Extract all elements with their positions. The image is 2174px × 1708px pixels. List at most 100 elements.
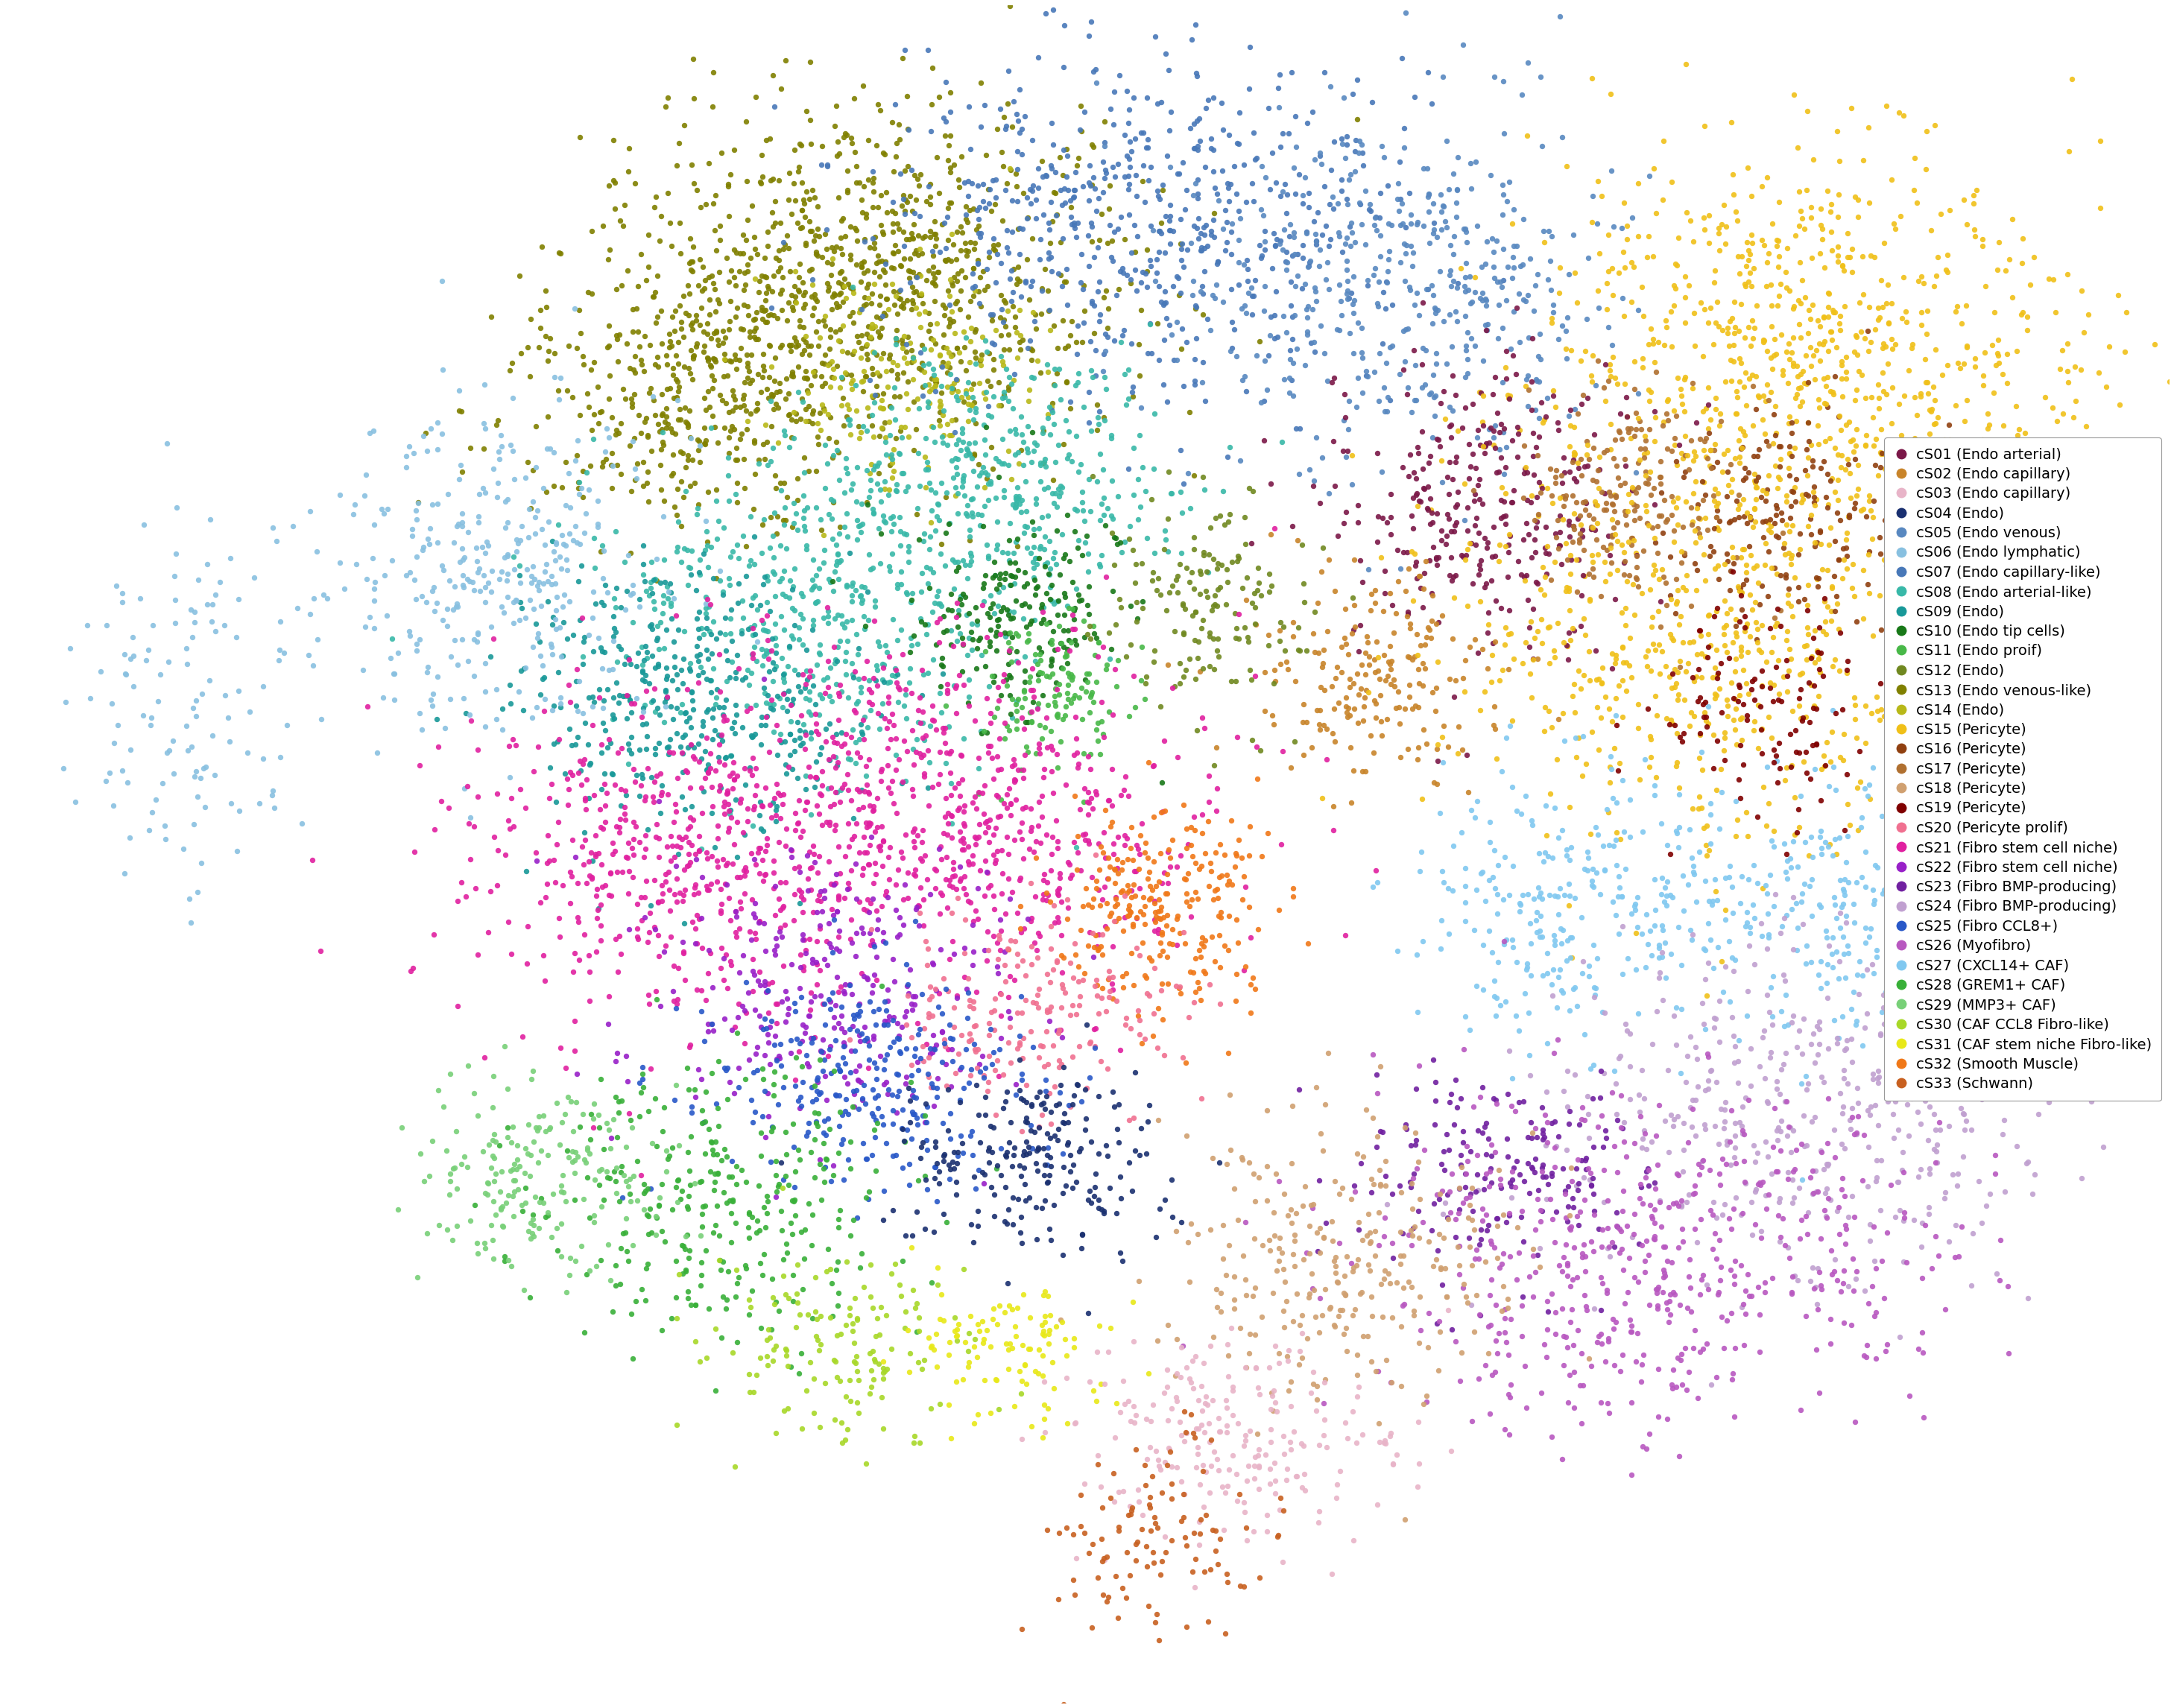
Point — [1130, 979, 1165, 1006]
Point — [1130, 133, 1165, 161]
Point — [1322, 1301, 1357, 1329]
Point — [1189, 212, 1224, 239]
Point — [1726, 1120, 1761, 1148]
Point — [1646, 637, 1681, 664]
Point — [1630, 465, 1665, 492]
Point — [152, 736, 187, 763]
Point — [644, 330, 678, 357]
Point — [987, 951, 1022, 979]
Point — [1122, 1006, 1157, 1033]
Point — [1863, 540, 1898, 567]
Point — [1744, 1225, 1778, 1252]
Point — [439, 1213, 474, 1240]
Point — [1837, 1276, 1872, 1303]
Point — [1424, 936, 1459, 963]
Point — [965, 1062, 1000, 1090]
Point — [254, 777, 289, 804]
Point — [702, 567, 737, 594]
Point — [1646, 915, 1681, 943]
Point — [1557, 413, 1591, 441]
Point — [1922, 574, 1957, 601]
Point — [926, 104, 961, 132]
Point — [878, 897, 913, 924]
Point — [1507, 485, 1541, 512]
Point — [1270, 1465, 1304, 1493]
Point — [683, 1223, 717, 1250]
Point — [537, 439, 572, 466]
Point — [913, 1332, 948, 1360]
Point — [1550, 1252, 1585, 1279]
Point — [678, 874, 713, 902]
Point — [1165, 314, 1200, 342]
Point — [774, 360, 809, 388]
Point — [1883, 202, 1917, 229]
Point — [567, 1146, 602, 1173]
Point — [763, 603, 798, 630]
Point — [850, 965, 885, 992]
Point — [1959, 880, 1994, 907]
Point — [1704, 779, 1739, 806]
Point — [1033, 1161, 1067, 1189]
Point — [1785, 910, 1820, 938]
Point — [1752, 670, 1787, 697]
Point — [633, 613, 667, 640]
Point — [1330, 224, 1365, 251]
Point — [1550, 1136, 1585, 1163]
Point — [787, 762, 822, 789]
Point — [1528, 793, 1563, 820]
Point — [1237, 145, 1272, 173]
Point — [863, 521, 898, 548]
Point — [976, 842, 1011, 869]
Point — [1074, 171, 1109, 198]
Point — [1094, 813, 1128, 840]
Point — [1554, 1213, 1589, 1240]
Point — [1981, 326, 2015, 354]
Point — [1628, 436, 1663, 463]
Point — [487, 514, 522, 541]
Point — [1804, 215, 1839, 243]
Point — [1813, 598, 1848, 625]
Point — [1485, 758, 1520, 786]
Point — [1065, 173, 1100, 200]
Point — [1463, 557, 1498, 584]
Point — [400, 488, 435, 516]
Point — [996, 878, 1030, 905]
Point — [1785, 266, 1820, 294]
Point — [641, 825, 676, 852]
Point — [861, 193, 896, 220]
Point — [952, 328, 987, 355]
Point — [1935, 483, 1970, 511]
Point — [1607, 1177, 1641, 1204]
Point — [2063, 277, 2098, 304]
Point — [1074, 9, 1109, 36]
Point — [985, 307, 1020, 335]
Point — [946, 825, 980, 852]
Point — [1126, 258, 1161, 285]
Point — [1761, 680, 1796, 707]
Point — [1589, 683, 1624, 711]
Point — [498, 586, 533, 613]
Point — [1076, 164, 1111, 191]
Point — [1254, 702, 1289, 729]
Point — [720, 239, 754, 266]
Point — [752, 302, 787, 330]
Point — [789, 1050, 824, 1078]
Point — [728, 475, 763, 502]
Point — [1002, 818, 1037, 845]
Point — [1059, 704, 1094, 731]
Point — [672, 774, 707, 801]
Point — [576, 688, 611, 716]
Point — [1746, 328, 1781, 355]
Point — [696, 842, 730, 869]
Point — [1035, 1349, 1070, 1377]
Point — [1039, 494, 1074, 521]
Point — [59, 789, 93, 816]
Point — [1272, 1428, 1307, 1455]
Point — [802, 400, 837, 427]
Point — [1215, 871, 1250, 898]
Point — [1476, 63, 1511, 91]
Point — [1372, 386, 1407, 413]
Point — [1317, 128, 1352, 155]
Point — [907, 1047, 941, 1074]
Point — [1137, 1549, 1172, 1576]
